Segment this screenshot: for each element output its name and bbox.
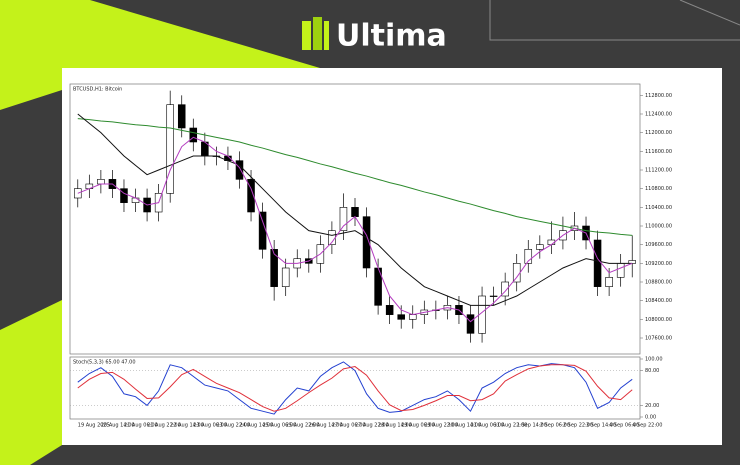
x-tick-label: 28 Aug 14:00: [378, 423, 412, 429]
main-frame: [69, 83, 641, 355]
candle-body: [177, 104, 186, 129]
y-tick-label: 108400.00: [645, 298, 672, 304]
panel: [62, 68, 722, 445]
candle-body: [524, 249, 533, 264]
candle-body: [593, 239, 602, 287]
y-tick-label: 112800.00: [645, 93, 672, 99]
x-tick-label: 22 Aug 14:00: [170, 423, 204, 429]
indicator-label: Stoch(5,3,3) 65.00 47.00: [73, 360, 136, 366]
y-tick-label: 109200.00: [645, 261, 672, 267]
candle-body: [605, 277, 613, 287]
indicator-frame: [69, 356, 641, 420]
x-tick-label: 20 Aug 14:00: [101, 423, 135, 429]
x-tick-label: 4 Sep 06:00: [609, 423, 639, 429]
candle-body: [189, 127, 198, 143]
x-tick-label: 24 Aug 14:00: [239, 423, 273, 429]
candle-body: [97, 179, 105, 185]
y-tick-label: 20.00: [645, 403, 659, 409]
plot: 107600.00 108000.00 108400.00 108800.00 1092…: [70, 90, 672, 429]
y-tick-label: 0.00: [645, 415, 656, 421]
chart-label: BTCUSD,H1: Bitcoin: [73, 87, 122, 93]
accent-shape: [0, 0, 320, 110]
candle-body: [362, 216, 371, 269]
x-tick-label: 29 Aug 22:00: [424, 423, 458, 429]
x-tick-label: 19 Aug 2025: [78, 423, 110, 429]
indicator-line: [77, 364, 633, 412]
decor-line: [489, 0, 740, 41]
indicator-line: [77, 118, 633, 236]
candle-body: [247, 179, 255, 213]
candle-body: [616, 263, 625, 278]
x-tick-label: 1 Sep 14:00: [517, 423, 547, 429]
y-tick-label: 111200.00: [645, 168, 672, 174]
candle-body: [512, 263, 521, 283]
brand: Ultima: [336, 19, 447, 54]
x-tick-label: 25 Aug 06:00: [263, 423, 297, 429]
y-tick-label: 110800.00: [645, 186, 672, 192]
x-tick-label: 23 Aug 22:00: [216, 423, 250, 429]
candle-body: [466, 314, 475, 334]
decor-line: [679, 0, 740, 26]
candle-body: [166, 104, 174, 194]
x-tick-label: 31 Aug 22:00: [494, 423, 528, 429]
y-tick-label: 111600.00: [645, 149, 672, 155]
candle-body: [281, 267, 290, 287]
candle-body: [489, 295, 498, 297]
x-tick-label: 23 Aug 06:00: [193, 423, 227, 429]
x-tick-label: 21 Aug 22:00: [147, 423, 181, 429]
x-tick-label: 27 Aug 22:00: [355, 423, 389, 429]
x-tick-label: 2 Sep 22:00: [563, 423, 593, 429]
candle-body: [270, 249, 278, 287]
y-tick-label: 109600.00: [645, 242, 672, 248]
x-tick-label: 26 Aug 14:00: [309, 423, 343, 429]
candle-body: [385, 305, 394, 315]
candle-body: [74, 188, 82, 199]
candle-body: [235, 160, 244, 180]
x-tick-label: 21 Aug 06:00: [124, 423, 158, 429]
x-tick-label: 4 Sep 22:00: [632, 423, 662, 429]
x-tick-label: 2 Sep 06:00: [540, 423, 570, 429]
x-tick-label: 3 Sep 14:00: [586, 423, 616, 429]
indicator-line: [77, 136, 633, 323]
y-tick-label: 112400.00: [645, 112, 672, 118]
y-tick-label: 107600.00: [645, 336, 672, 342]
x-tick-label: 27 Aug 06:00: [332, 423, 366, 429]
y-tick-label: 100.00: [645, 357, 663, 363]
indicator-line: [77, 113, 633, 306]
candle-body: [397, 314, 405, 320]
candle-body: [120, 188, 128, 203]
x-tick-label: 29 Aug 06:00: [401, 423, 435, 429]
candle-body: [536, 244, 544, 250]
candle-body: [258, 211, 267, 250]
x-tick-label: 30 Aug 14:00: [447, 423, 481, 429]
candle-body: [501, 281, 509, 297]
y-tick-label: 108000.00: [645, 317, 672, 323]
y-tick-label: 112000.00: [645, 130, 672, 136]
x-tick-label: 31 Aug 06:00: [471, 423, 505, 429]
candle-body: [339, 207, 348, 231]
y-tick-label: 110000.00: [645, 224, 672, 230]
y-tick-label: 80.00: [645, 368, 659, 374]
logo-icon: [302, 17, 329, 50]
candle-body: [351, 207, 359, 217]
candle-body: [131, 197, 140, 203]
candle-body: [408, 314, 417, 320]
y-tick-label: 108800.00: [645, 280, 672, 286]
y-tick-label: 110400.00: [645, 205, 672, 211]
accent-shape: [0, 300, 62, 465]
x-tick-label: 25 Aug 22:00: [286, 423, 320, 429]
